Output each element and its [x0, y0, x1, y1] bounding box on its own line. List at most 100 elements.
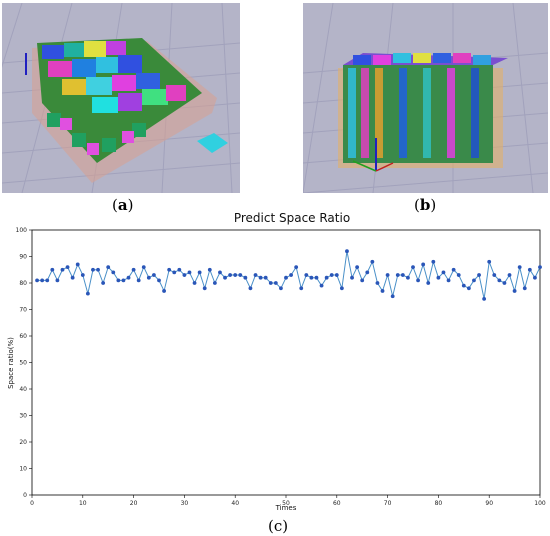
- data-point: [243, 275, 248, 280]
- data-point: [441, 270, 446, 275]
- data-point: [96, 267, 100, 272]
- data-point: [436, 275, 441, 280]
- data-point: [482, 297, 487, 301]
- y-tick-label: 20: [19, 439, 27, 446]
- x-axis-ticks: 0 10 20 30 40 50 60 70 80 90 100: [30, 495, 546, 507]
- data-point: [126, 275, 131, 280]
- data-point: [497, 278, 502, 283]
- caption-b-close: ): [430, 196, 437, 214]
- data-point: [121, 278, 126, 283]
- data-point: [319, 283, 324, 288]
- packing-render-b: [303, 3, 548, 193]
- data-point: [212, 281, 217, 285]
- data-point: [360, 278, 365, 283]
- data-point: [416, 278, 420, 283]
- x-tick-label: 60: [333, 500, 341, 507]
- y-tick-label: 40: [19, 386, 27, 393]
- data-point: [370, 259, 375, 264]
- x-tick-label: 40: [231, 500, 239, 507]
- data-point: [355, 265, 360, 269]
- y-tick-label: 100: [16, 227, 28, 234]
- data-point: [502, 281, 507, 285]
- y-tick-label: 50: [19, 360, 27, 367]
- data-point: [329, 273, 334, 277]
- series-points: [35, 249, 542, 301]
- data-point: [507, 273, 512, 277]
- x-tick-label: 90: [485, 500, 493, 507]
- data-point: [339, 286, 344, 291]
- data-point: [101, 281, 106, 285]
- data-point: [309, 275, 314, 280]
- data-point: [522, 286, 527, 291]
- data-point: [431, 259, 436, 264]
- data-point: [45, 278, 50, 283]
- data-point: [167, 267, 172, 272]
- data-point: [304, 273, 309, 277]
- y-tick-label: 30: [19, 413, 27, 420]
- data-point: [202, 286, 207, 291]
- data-point: [279, 286, 283, 291]
- data-point: [136, 278, 141, 283]
- data-point: [466, 286, 471, 291]
- data-point: [456, 273, 461, 277]
- data-point: [35, 278, 39, 283]
- data-point: [131, 267, 136, 272]
- y-tick-label: 70: [19, 307, 27, 314]
- y-tick-label: 60: [19, 333, 27, 340]
- data-point: [421, 262, 426, 267]
- data-point: [65, 265, 70, 269]
- caption-c-open: (: [268, 517, 274, 535]
- data-point: [70, 275, 75, 280]
- scene-a-render: [2, 3, 240, 193]
- data-point: [289, 273, 293, 277]
- data-point: [487, 259, 492, 264]
- data-point: [365, 270, 370, 275]
- scene-b-render: [303, 3, 548, 193]
- x-axis-label: Times: [275, 504, 297, 512]
- y-tick-label: 0: [23, 492, 27, 499]
- data-point: [157, 278, 161, 283]
- data-point: [375, 281, 380, 285]
- y-tick-label: 80: [19, 280, 27, 287]
- data-point: [223, 275, 227, 280]
- data-point: [192, 281, 197, 285]
- data-point: [395, 273, 400, 277]
- x-tick-label: 30: [181, 500, 189, 507]
- caption-a: (a): [112, 196, 133, 214]
- data-point: [390, 294, 395, 299]
- caption-a-close: ): [127, 196, 134, 214]
- caption-c-letter: c: [273, 517, 283, 535]
- data-point: [446, 278, 451, 283]
- plot-frame: [31, 229, 541, 496]
- x-tick-label: 80: [435, 500, 443, 507]
- data-point: [80, 273, 85, 277]
- data-point: [141, 265, 146, 269]
- data-point: [106, 265, 111, 269]
- data-point: [207, 267, 212, 272]
- data-point: [75, 262, 80, 267]
- data-point: [406, 275, 410, 280]
- caption-b: (b): [414, 196, 436, 214]
- data-point: [527, 267, 532, 272]
- data-point: [451, 267, 456, 272]
- data-point: [248, 286, 253, 291]
- chart-predict-space-ratio: Predict Space Ratio 0 10 20 30 40 50 60 70 80 90 1…: [7, 211, 546, 512]
- data-point: [284, 275, 288, 280]
- data-point: [294, 265, 299, 269]
- y-tick-label: 10: [19, 466, 27, 473]
- data-point: [533, 275, 537, 280]
- data-point: [492, 273, 497, 277]
- data-point: [60, 267, 65, 272]
- data-point: [91, 267, 95, 272]
- caption-c: (c): [268, 517, 288, 535]
- caption-c-close: ): [282, 517, 289, 535]
- data-point: [233, 273, 238, 277]
- data-point: [334, 273, 339, 277]
- data-point: [55, 278, 60, 283]
- data-point: [263, 275, 268, 280]
- data-point: [177, 267, 182, 272]
- data-point: [228, 273, 233, 277]
- data-point: [411, 265, 415, 269]
- data-point: [162, 289, 166, 293]
- data-point: [182, 273, 187, 277]
